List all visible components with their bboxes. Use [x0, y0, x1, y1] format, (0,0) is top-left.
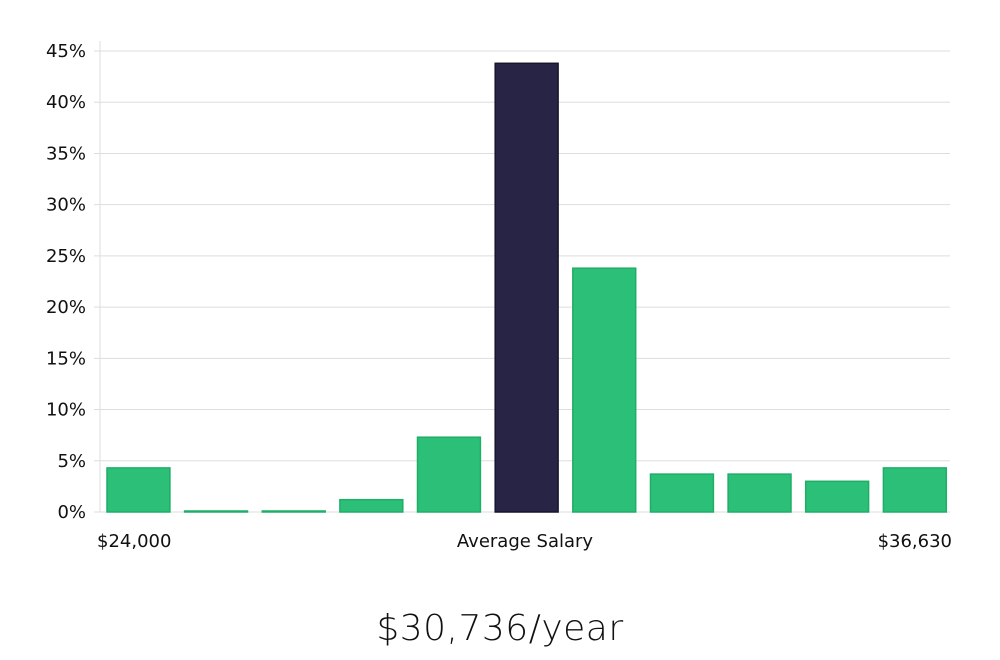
y-tick-label: 5%: [57, 451, 86, 472]
bar: [727, 473, 792, 513]
y-tick-label: 20%: [46, 297, 86, 318]
bars: [106, 62, 948, 513]
bar: [804, 480, 870, 513]
bar: [261, 510, 326, 513]
bar: [416, 436, 482, 513]
bar: [882, 467, 948, 513]
y-axis-ticks: 0% 5% 10% 15% 20% 25% 30% 35% 40% 45%: [46, 41, 86, 523]
x-axis-label-max: $36,630: [878, 531, 952, 552]
y-tick-label: 0%: [57, 502, 86, 523]
y-tick-label: 10%: [46, 400, 86, 421]
y-tick-label: 35%: [46, 143, 86, 164]
y-tick-label: 15%: [46, 348, 86, 369]
bar: [183, 510, 249, 513]
bar: [649, 473, 715, 513]
y-tick-label: 40%: [46, 92, 86, 113]
y-tick-label: 45%: [46, 41, 86, 62]
bar-average-salary: [494, 62, 559, 513]
average-salary-value: $30,736/year: [376, 608, 624, 649]
bar: [339, 498, 404, 513]
bar: [572, 267, 637, 513]
y-tick-label: 30%: [46, 195, 86, 216]
x-axis-label-center: Average Salary: [457, 531, 594, 552]
x-axis-label-min: $24,000: [97, 531, 171, 552]
salary-histogram: 0% 5% 10% 15% 20% 25% 30% 35% 40% 45% $24,000 Ave…: [46, 41, 952, 552]
bar: [106, 467, 171, 513]
y-tick-label: 25%: [46, 246, 86, 267]
